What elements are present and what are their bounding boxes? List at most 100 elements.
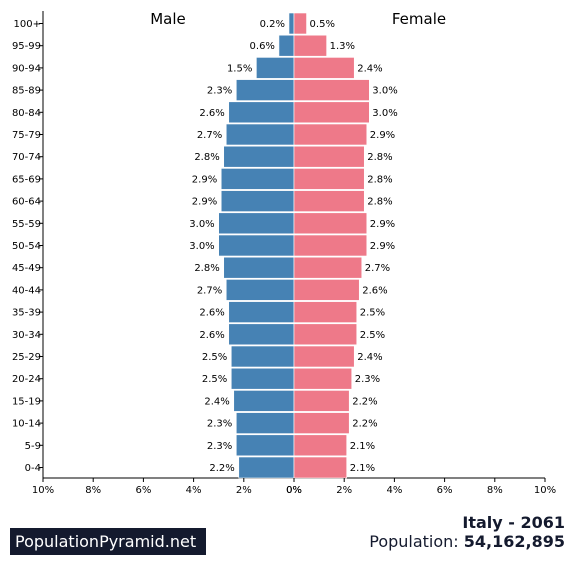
female-bar	[293, 367, 353, 390]
female-bar	[293, 345, 355, 368]
male-bar	[220, 168, 295, 190]
age-group-label: 55-59	[12, 219, 41, 230]
x-tick-label: 10%	[534, 485, 556, 496]
age-group-label: 85-89	[12, 86, 41, 97]
female-bar	[293, 434, 348, 457]
male-title: Male	[150, 10, 186, 28]
population-line: Population: 54,162,895	[369, 532, 565, 551]
male-value-label: 0.2%	[260, 19, 285, 30]
male-value-label: 2.9%	[192, 197, 217, 208]
female-value-label: 2.8%	[367, 152, 392, 163]
age-group-label: 75-79	[12, 130, 41, 141]
female-value-label: 2.9%	[370, 130, 395, 141]
female-value-label: 1.3%	[330, 41, 355, 52]
male-bar	[235, 79, 295, 101]
male-value-label: 2.8%	[194, 152, 219, 163]
female-bar	[293, 34, 327, 57]
female-bar	[293, 456, 348, 479]
female-value-label: 2.3%	[355, 374, 380, 385]
x-tick-label: 4%	[186, 485, 202, 496]
male-bar	[228, 101, 295, 124]
age-group-label: 0-4	[25, 463, 41, 474]
female-bar	[293, 412, 350, 434]
male-value-label: 0.6%	[250, 41, 275, 52]
female-bar	[293, 390, 350, 412]
male-value-label: 2.6%	[199, 330, 224, 341]
male-bar	[235, 434, 295, 457]
male-value-label: 3.0%	[189, 219, 214, 230]
male-value-label: 2.5%	[202, 374, 227, 385]
female-title: Female	[392, 10, 446, 28]
female-value-label: 2.5%	[360, 330, 385, 341]
male-value-label: 1.5%	[227, 63, 252, 74]
female-value-label: 2.9%	[370, 219, 395, 230]
x-tick-label: 6%	[135, 485, 151, 496]
male-value-label: 2.7%	[197, 285, 222, 296]
age-group-label: 5-9	[25, 441, 41, 452]
male-value-label: 2.9%	[192, 174, 217, 185]
male-bar	[220, 190, 295, 212]
male-value-label: 2.3%	[207, 419, 232, 430]
female-value-label: 2.4%	[357, 352, 382, 363]
female-bar	[293, 79, 370, 101]
male-bar	[278, 34, 295, 57]
male-value-label: 2.5%	[202, 352, 227, 363]
female-value-label: 2.8%	[367, 174, 392, 185]
age-group-label: 95-99	[12, 41, 41, 52]
female-bar	[293, 101, 370, 124]
population-label: Population:	[369, 532, 459, 551]
female-bar	[293, 190, 365, 212]
age-group-label: 60-64	[12, 197, 41, 208]
male-bar	[225, 279, 295, 301]
male-bar	[230, 367, 295, 390]
male-value-label: 2.7%	[197, 130, 222, 141]
male-bar	[228, 323, 295, 346]
female-bar	[293, 212, 368, 235]
x-tick-label: 10%	[32, 485, 54, 496]
female-value-label: 3.0%	[372, 108, 397, 119]
age-group-label: 50-54	[12, 241, 41, 252]
male-value-label: 2.6%	[199, 308, 224, 319]
male-bar	[218, 234, 295, 257]
female-bar	[293, 123, 368, 146]
age-group-label: 35-39	[12, 308, 41, 319]
brand-logo[interactable]: PopulationPyramid.net	[10, 528, 206, 555]
female-value-label: 0.5%	[310, 19, 335, 30]
male-value-label: 2.3%	[207, 441, 232, 452]
female-value-label: 2.4%	[357, 63, 382, 74]
country-year-title: Italy - 2061	[462, 513, 565, 532]
x-tick-label: 6%	[437, 485, 453, 496]
female-bar	[293, 279, 360, 301]
age-group-label: 100+	[14, 19, 41, 30]
male-bar	[256, 57, 295, 79]
female-bar	[293, 301, 358, 323]
female-value-label: 2.6%	[362, 285, 387, 296]
x-tick-label: 4%	[386, 485, 402, 496]
female-bar	[293, 256, 363, 279]
population-value: 54,162,895	[463, 532, 565, 551]
male-bar	[218, 212, 295, 235]
x-tick-label: 2%	[236, 485, 252, 496]
x-tick-label: 2%	[336, 485, 352, 496]
age-group-label: 30-34	[12, 330, 41, 341]
age-group-label: 40-44	[12, 285, 41, 296]
male-value-label: 2.8%	[194, 263, 219, 274]
x-tick-label: 0%	[286, 485, 302, 496]
male-bar	[288, 12, 295, 35]
male-bar	[225, 123, 295, 146]
male-value-label: 3.0%	[189, 241, 214, 252]
female-bar	[293, 57, 355, 79]
male-bar	[223, 256, 295, 279]
age-group-label: 10-14	[12, 419, 41, 430]
female-bar	[293, 234, 368, 257]
male-bar	[238, 456, 295, 479]
female-value-label: 2.1%	[350, 441, 375, 452]
male-value-label: 2.6%	[199, 108, 224, 119]
population-pyramid-chart: 2.2% 2.1% 0-4 2.3% 2.1% 5-9 2.3% 2.2% 10-14 2.4% 2…	[12, 10, 556, 496]
male-bar	[233, 390, 295, 412]
female-bar	[293, 12, 307, 35]
age-group-label: 20-24	[12, 374, 41, 385]
age-group-label: 15-19	[12, 396, 41, 407]
female-value-label: 2.7%	[365, 263, 390, 274]
female-value-label: 2.5%	[360, 308, 385, 319]
